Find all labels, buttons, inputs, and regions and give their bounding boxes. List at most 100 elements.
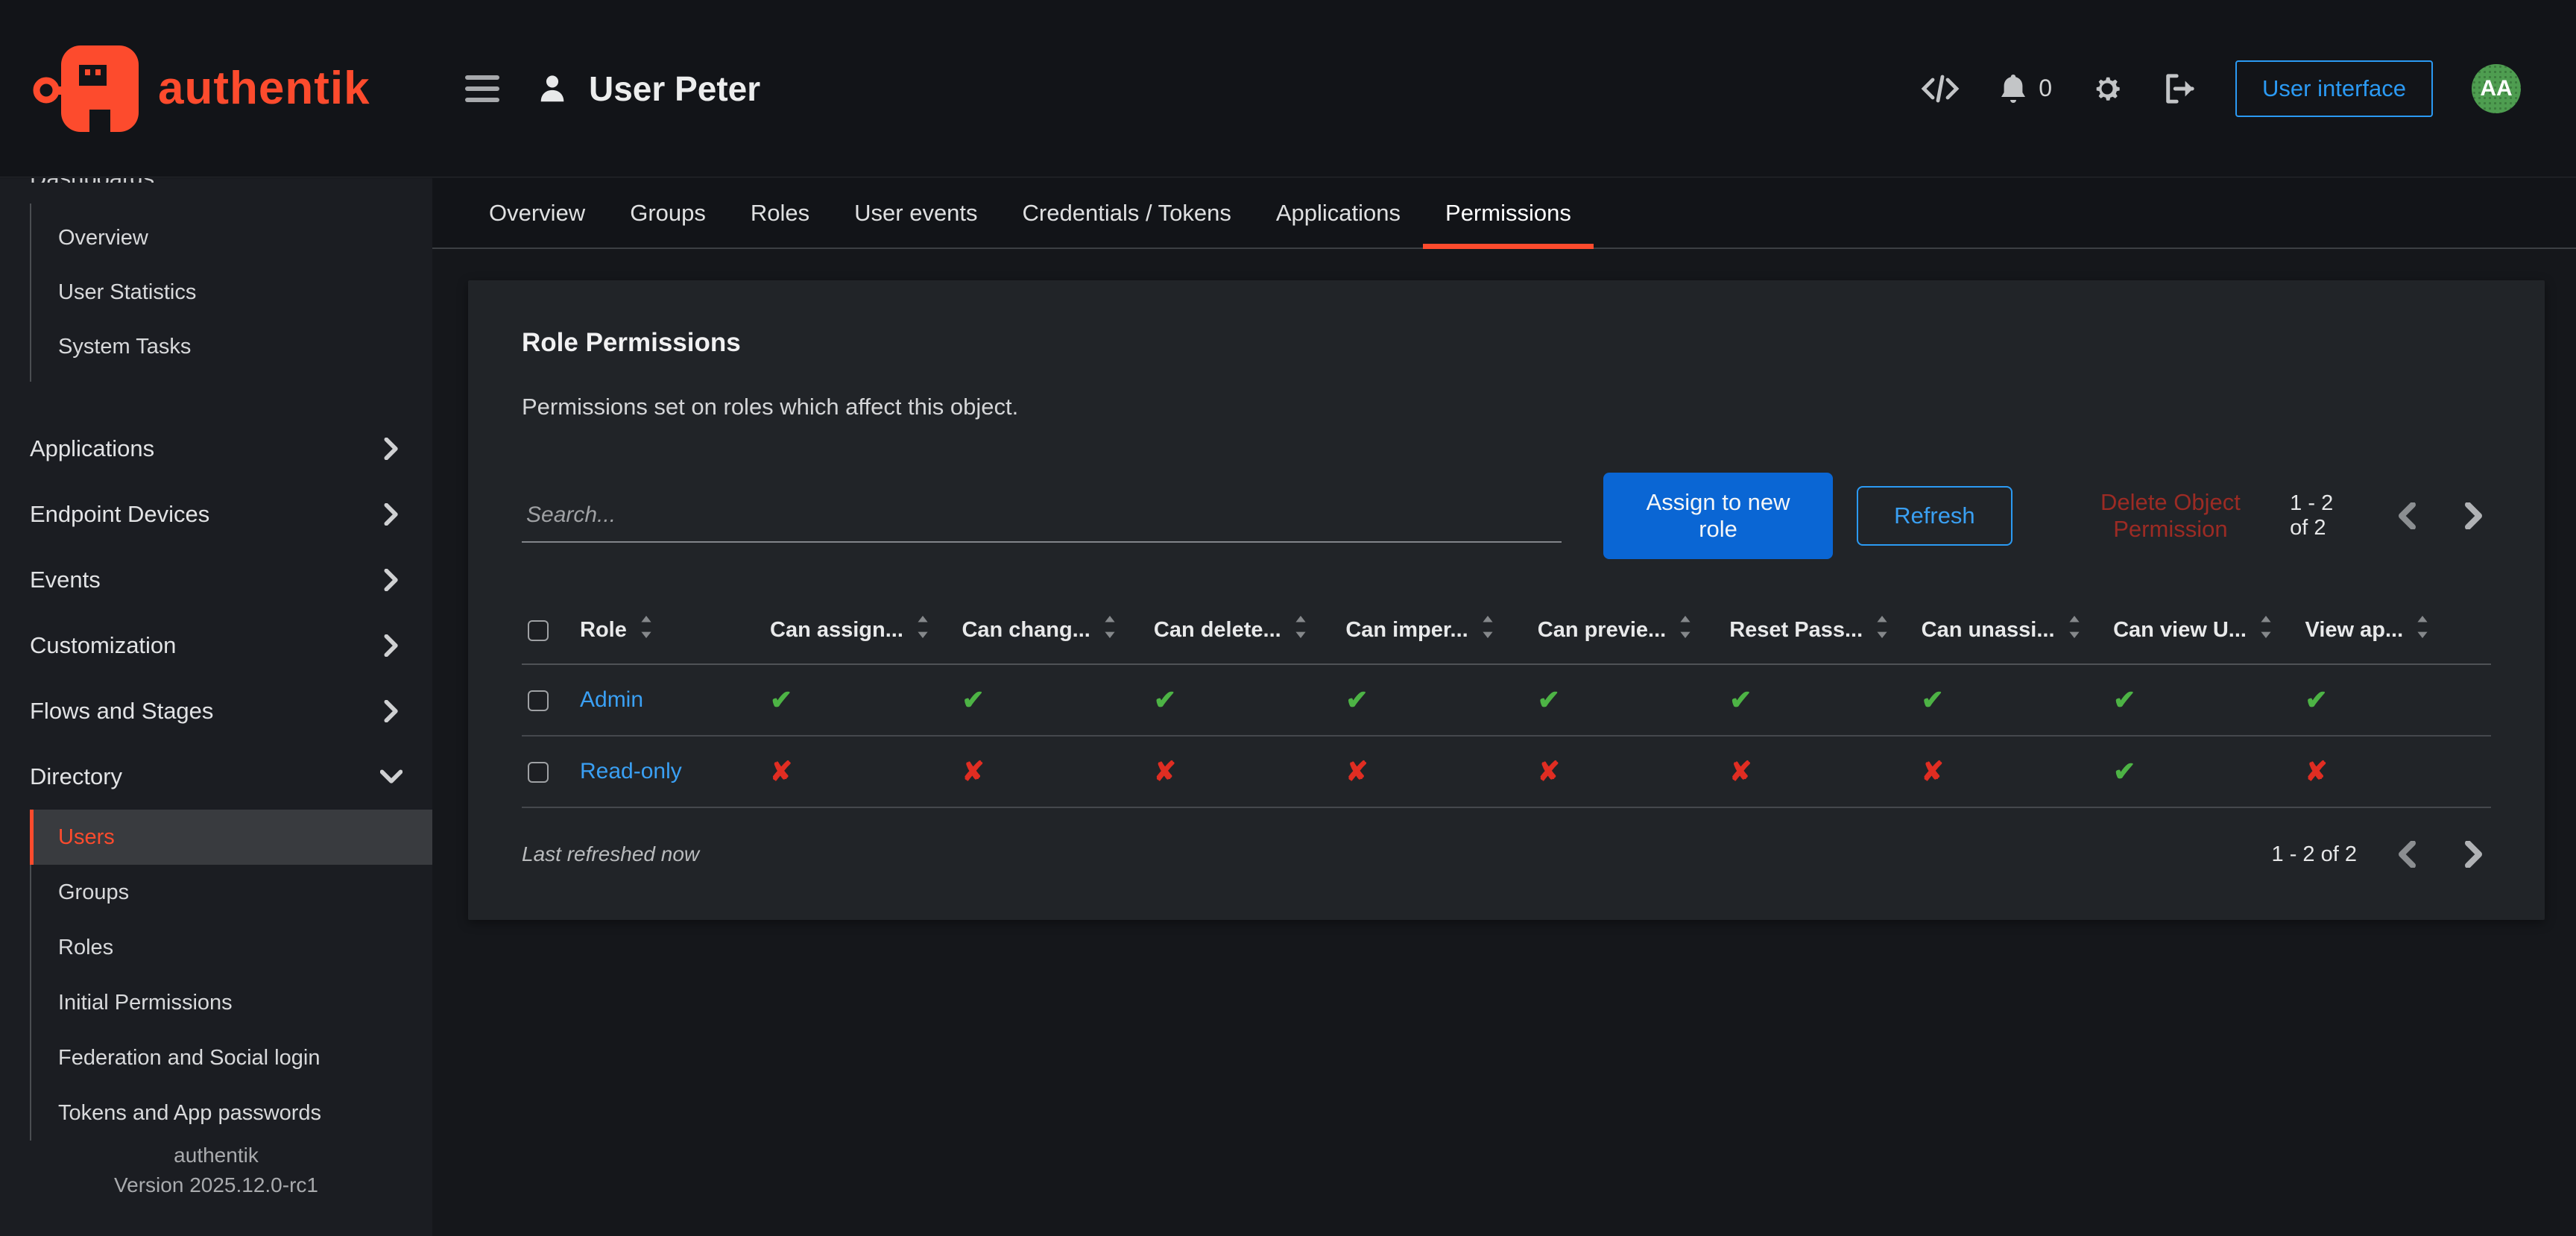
cross-icon: ✘ <box>1345 756 1368 786</box>
permission-cell: ✘ <box>1723 736 1916 808</box>
sort-icon[interactable] <box>1875 616 1890 644</box>
sidebar-item-user-statistics[interactable]: User Statistics <box>58 280 197 304</box>
sidebar-section-label: Applications <box>30 435 155 461</box>
column-header-inner: Can unassi... <box>1922 616 2101 644</box>
avatar[interactable]: AA <box>2472 63 2521 113</box>
sign-out-icon[interactable] <box>2162 73 2197 104</box>
sidebar-item-system-tasks[interactable]: System Tasks <box>58 335 192 359</box>
column-header-label: Can imper... <box>1345 617 1468 642</box>
pagination-prev-icon[interactable] <box>2390 841 2424 868</box>
refresh-button[interactable]: Refresh <box>1857 486 2012 546</box>
pagination-top: 1 - 2 of 2 <box>2290 491 2491 540</box>
column-header-can-previe-: Can previe... <box>1531 598 1724 665</box>
table-row: Admin ✔ ✔ ✔ ✔ ✔ ✔ ✔ ✔ ✔ <box>522 664 2491 737</box>
tab-user-events[interactable]: User events <box>854 199 978 226</box>
role-link[interactable]: Read-only <box>580 759 682 783</box>
sidebar-section-customization[interactable]: Customization <box>0 613 432 678</box>
sort-icon[interactable] <box>1293 616 1308 644</box>
search-input[interactable] <box>522 489 1562 543</box>
tab-permissions[interactable]: Permissions <box>1423 178 1594 249</box>
pagination-prev-icon[interactable] <box>2390 502 2424 529</box>
main-content: Role Permissions Permissions set on role… <box>432 250 2576 1236</box>
sidebar-section-label: Customization <box>30 632 177 658</box>
notifications-button[interactable]: 0 <box>1998 72 2052 105</box>
role-link[interactable]: Admin <box>580 687 644 712</box>
pagination-bottom: 1 - 2 of 2 <box>2272 841 2491 868</box>
row-select-cell <box>522 664 574 737</box>
sidebar-item-roles[interactable]: Roles <box>58 935 114 959</box>
sort-icon[interactable] <box>1678 616 1693 644</box>
sort-icon[interactable] <box>1102 616 1117 644</box>
sidebar-item-overview[interactable]: Overview <box>58 226 148 250</box>
permission-cell: ✔ <box>2107 664 2299 737</box>
sidebar: Dashboards Overview User Statistics System… <box>0 178 432 1236</box>
role-permissions-table: Role Can assign... Can chang... Can delete.… <box>522 598 2491 808</box>
last-refreshed-label: Last refreshed now <box>522 842 700 865</box>
user-icon <box>540 75 564 101</box>
delete-object-permission-button[interactable]: Delete Object Permission <box>2051 489 2291 543</box>
bell-icon <box>2001 74 2026 103</box>
sort-icon[interactable] <box>639 616 654 644</box>
row-select-cell <box>522 736 574 808</box>
sort-icon[interactable] <box>915 616 930 644</box>
user-detail-tabs: Overview Groups Roles User events Credential… <box>432 178 2576 249</box>
sort-icon[interactable] <box>2067 616 2082 644</box>
authentik-logo[interactable]: authentik <box>33 44 370 133</box>
role-cell: Admin <box>574 664 764 737</box>
column-header-can-chang-: Can chang... <box>956 598 1148 665</box>
assign-to-new-role-button[interactable]: Assign to new role <box>1603 473 1834 559</box>
column-header-can-unassi-: Can unassi... <box>1915 598 2108 665</box>
row-checkbox[interactable] <box>528 690 549 712</box>
column-header-label: Can view U... <box>2113 617 2247 642</box>
tab-overview[interactable]: Overview <box>489 199 586 226</box>
sidebar-item-tokens-and-app-passwords[interactable]: Tokens and App passwords <box>58 1100 322 1125</box>
sort-icon[interactable] <box>2415 616 2430 644</box>
check-icon: ✔ <box>1729 684 1752 715</box>
brand-name: authentik <box>158 63 370 114</box>
sidebar-toggle-hamburger-icon[interactable] <box>465 75 499 102</box>
tab-applications[interactable]: Applications <box>1275 199 1401 226</box>
cross-icon: ✘ <box>962 756 985 786</box>
select-all-checkbox[interactable] <box>528 619 549 641</box>
sidebar-item-federation-and-social-login[interactable]: Federation and Social login <box>58 1045 321 1070</box>
column-header-inner: Reset Pass... <box>1729 616 1909 644</box>
sidebar-section-endpoint-devices[interactable]: Endpoint Devices <box>0 482 432 547</box>
pagination-next-icon[interactable] <box>2457 502 2491 529</box>
row-checkbox[interactable] <box>528 762 549 783</box>
permission-cell: ✘ <box>1531 736 1724 808</box>
sidebar-section-events[interactable]: Events <box>0 547 432 613</box>
sidebar-section-label: Flows and Stages <box>30 698 214 724</box>
sidebar-section-applications[interactable]: Applications <box>0 416 432 482</box>
check-icon: ✔ <box>2113 684 2136 715</box>
check-icon: ✔ <box>2305 684 2328 715</box>
notification-count: 0 <box>2039 75 2053 101</box>
sidebar-section-directory[interactable]: Directory <box>0 744 432 810</box>
permission-cell: ✘ <box>956 736 1148 808</box>
select-all-header-cell <box>522 598 574 665</box>
cross-icon: ✘ <box>770 756 793 786</box>
tab-roles[interactable]: Roles <box>750 199 810 226</box>
sidebar-footer: authentik Version 2025.12.0-rc1 <box>0 1141 432 1236</box>
top-header: authentik User Peter 0 <box>0 0 2576 177</box>
code-icon[interactable] <box>1921 74 1960 104</box>
table-row: Read-only ✘ ✘ ✘ ✘ ✘ ✘ ✘ ✔ ✘ <box>522 736 2491 808</box>
sort-icon[interactable] <box>1480 616 1495 644</box>
settings-gear-icon[interactable] <box>2091 72 2124 105</box>
sort-icon[interactable] <box>2258 616 2273 644</box>
user-interface-button[interactable]: User interface <box>2235 60 2433 117</box>
sidebar-item-users[interactable]: Users <box>30 810 432 865</box>
column-header-label: Can assign... <box>770 617 903 642</box>
sidebar-item-groups[interactable]: Groups <box>58 880 130 904</box>
sidebar-section-flows-and-stages[interactable]: Flows and Stages <box>0 678 432 744</box>
permission-cell: ✔ <box>956 664 1148 737</box>
tab-groups[interactable]: Groups <box>630 199 706 226</box>
permission-cell: ✘ <box>1339 736 1532 808</box>
sidebar-item-initial-permissions[interactable]: Initial Permissions <box>58 990 233 1015</box>
permission-cell: ✔ <box>1723 664 1916 737</box>
tab-credentials-tokens[interactable]: Credentials / Tokens <box>1022 199 1231 226</box>
pagination-label: 1 - 2 of 2 <box>2290 491 2334 540</box>
sidebar-section-label: Directory <box>30 763 123 789</box>
pagination-next-icon[interactable] <box>2457 841 2491 868</box>
permission-cell: ✔ <box>1147 664 1340 737</box>
column-header-can-delete-: Can delete... <box>1147 598 1340 665</box>
